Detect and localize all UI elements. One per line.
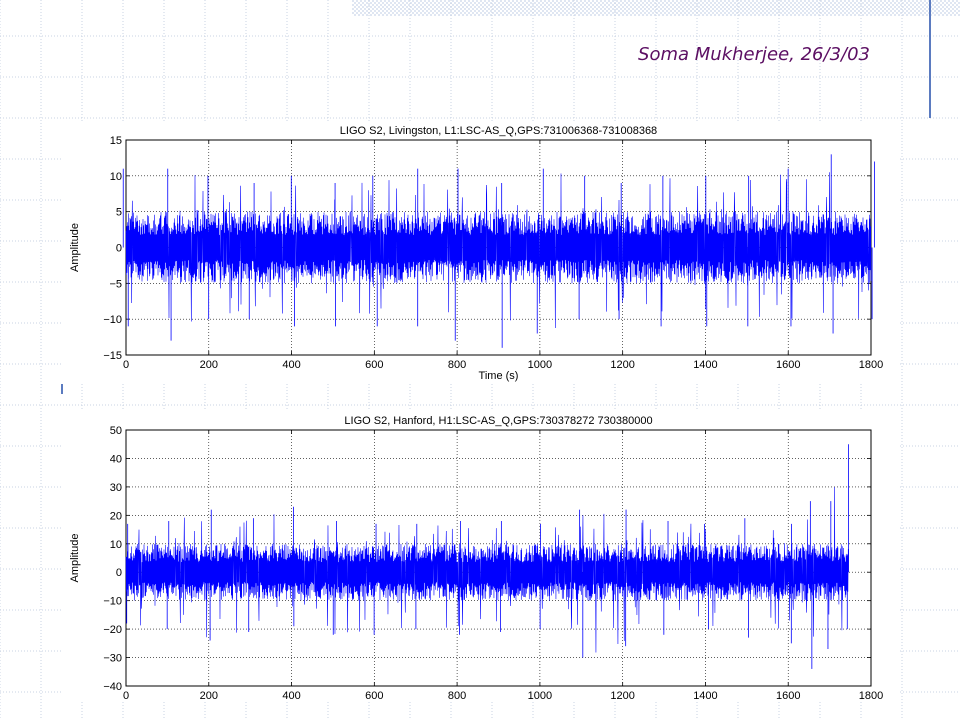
y-tick-label: −30 [103,653,122,665]
y-tick-label: −20 [103,624,122,636]
livingston-strain-chart: LIGO S2, Livingston, L1:LSC-AS_Q,GPS:731… [69,125,883,382]
y-axis-label: Amplitude [69,223,81,272]
x-tick-label: 1800 [859,690,883,702]
y-tick-label: −10 [103,596,122,608]
x-tick-label: 1200 [610,690,634,702]
envelope-peaks [122,154,875,348]
series-line [125,487,849,653]
chart-title: LIGO S2, Hanford, H1:LSC-AS_Q,GPS:730378… [344,415,652,427]
x-tick-label: 200 [200,690,218,702]
chart-title: LIGO S2, Livingston, L1:LSC-AS_Q,GPS:731… [340,125,657,137]
y-tick-label: −10 [103,314,122,326]
x-tick-label: 1800 [859,359,883,371]
author-date-caption: Soma Mukherjee, 26/3/03 [638,44,870,65]
y-tick-label: −40 [103,681,122,693]
x-tick-label: 400 [282,359,300,371]
x-tick-label: 600 [365,690,383,702]
y-tick-label: −5 [109,278,122,290]
x-axis-label: Time (s) [479,701,519,702]
x-tick-label: 200 [200,359,218,371]
x-tick-label: 400 [282,690,300,702]
x-tick-label: 1400 [693,690,717,702]
plot-panel-livingston: LIGO S2, Livingston, L1:LSC-AS_Q,GPS:731… [62,122,898,382]
y-tick-label: 10 [110,171,122,183]
x-tick-label: 0 [123,359,129,371]
hanford-strain-chart: LIGO S2, Hanford, H1:LSC-AS_Q,GPS:730378… [69,415,883,702]
x-tick-label: 1000 [528,690,552,702]
x-tick-label: 1000 [528,359,552,371]
x-tick-label: 600 [365,359,383,371]
x-tick-label: 800 [448,690,466,702]
x-tick-label: 800 [448,359,466,371]
x-tick-label: 0 [123,690,129,702]
x-tick-label: 1600 [776,359,800,371]
envelope-peaks [126,444,849,669]
x-tick-label: 1600 [776,690,800,702]
y-tick-label: 10 [110,539,122,551]
y-tick-label: 30 [110,482,122,494]
x-tick-label: 1400 [693,359,717,371]
series-line [125,172,872,328]
grid [126,430,871,686]
y-tick-label: 0 [116,567,122,579]
y-tick-label: 5 [116,207,122,219]
y-tick-label: 20 [110,510,122,522]
y-tick-label: 15 [110,135,122,147]
y-tick-label: 40 [110,453,122,465]
y-tick-label: 50 [110,425,122,437]
x-axis-label: Time (s) [479,370,519,382]
y-tick-label: −15 [103,350,122,362]
checker-band [352,0,960,16]
y-tick-label: 0 [116,243,122,255]
plot-panel-hanford: LIGO S2, Hanford, H1:LSC-AS_Q,GPS:730378… [62,410,898,702]
y-axis-label: Amplitude [69,534,81,583]
x-tick-label: 1200 [610,359,634,371]
